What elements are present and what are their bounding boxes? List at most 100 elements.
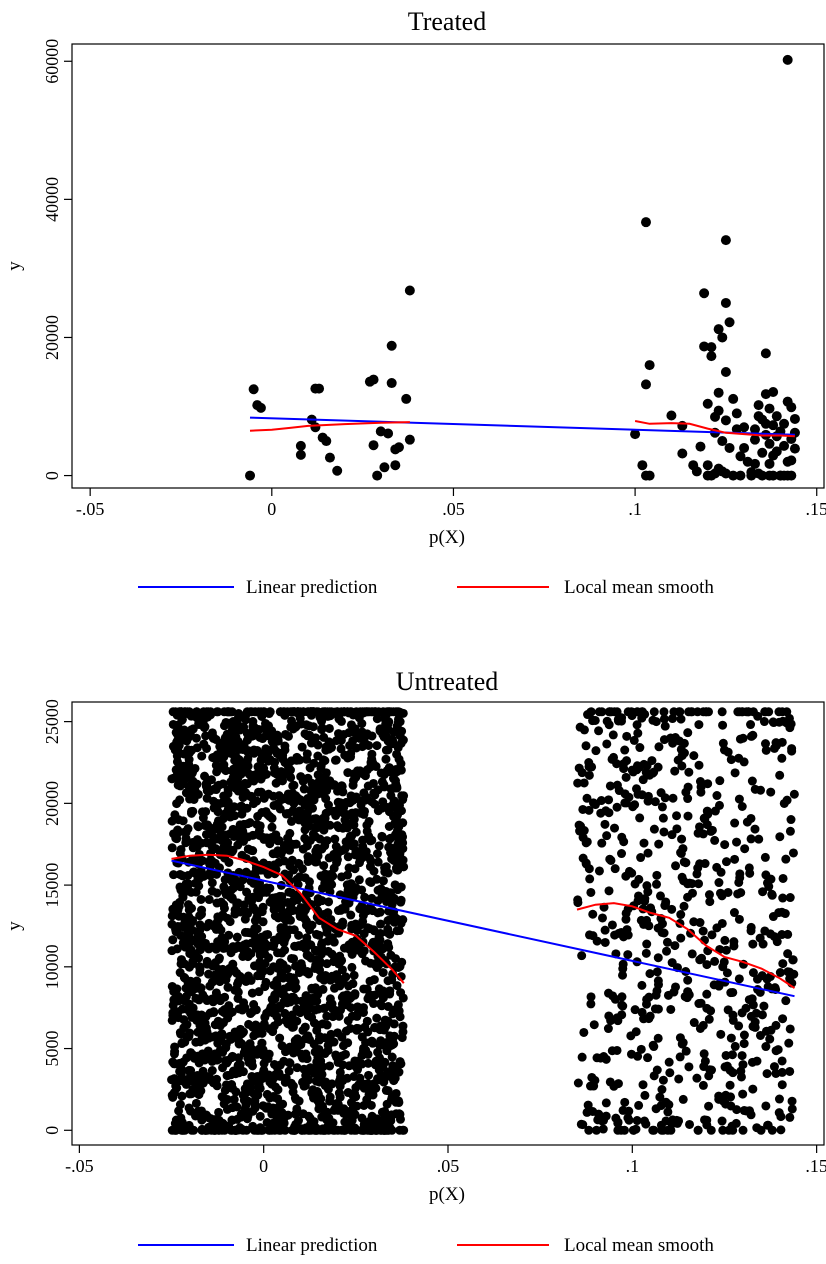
data-point bbox=[617, 992, 627, 1002]
y-tick-label: 5000 bbox=[42, 1031, 62, 1067]
data-point bbox=[285, 828, 295, 838]
data-point bbox=[305, 763, 315, 773]
data-point bbox=[391, 1088, 401, 1098]
data-point bbox=[604, 795, 614, 805]
legend: Linear prediction Local mean smooth bbox=[138, 1235, 714, 1256]
data-point bbox=[728, 987, 738, 997]
data-point bbox=[207, 841, 217, 851]
data-point bbox=[331, 842, 341, 852]
data-point bbox=[367, 990, 377, 1000]
data-point bbox=[337, 781, 347, 791]
data-point bbox=[366, 856, 376, 866]
data-point bbox=[678, 1094, 688, 1104]
data-point bbox=[322, 928, 332, 938]
data-point bbox=[578, 1120, 588, 1130]
data-point bbox=[401, 393, 412, 404]
data-point bbox=[383, 428, 394, 439]
data-point bbox=[619, 837, 629, 847]
data-point bbox=[329, 983, 339, 993]
y-tick-label: 0 bbox=[42, 1126, 62, 1135]
data-point bbox=[674, 1074, 684, 1084]
data-point bbox=[223, 982, 233, 992]
data-point bbox=[736, 1072, 746, 1082]
data-point bbox=[204, 1113, 214, 1123]
data-point bbox=[638, 1080, 648, 1090]
legend: Linear prediction Local mean smooth bbox=[138, 577, 714, 598]
data-point bbox=[231, 763, 241, 773]
data-point bbox=[762, 878, 772, 888]
data-point bbox=[757, 1010, 767, 1020]
data-point bbox=[330, 834, 340, 844]
data-point bbox=[735, 873, 745, 883]
local-mean-smooth-line bbox=[576, 902, 796, 989]
data-point bbox=[316, 763, 326, 773]
data-point bbox=[357, 885, 367, 895]
data-point bbox=[171, 1115, 181, 1125]
data-point bbox=[254, 707, 264, 717]
x-tick-label: .1 bbox=[626, 1156, 640, 1176]
data-point bbox=[291, 961, 301, 971]
data-point bbox=[315, 1072, 325, 1082]
data-point bbox=[184, 759, 194, 769]
data-point bbox=[604, 886, 614, 896]
y-tick-label: 60000 bbox=[42, 39, 62, 84]
data-point bbox=[352, 1025, 362, 1035]
data-point bbox=[734, 1021, 744, 1031]
data-point bbox=[340, 1117, 350, 1127]
data-point bbox=[754, 834, 764, 844]
data-point bbox=[654, 742, 664, 752]
data-point bbox=[714, 878, 724, 888]
linear-prediction-line bbox=[249, 416, 795, 436]
data-point bbox=[371, 1083, 381, 1093]
data-point bbox=[724, 317, 735, 328]
data-point bbox=[285, 876, 295, 886]
data-point bbox=[610, 864, 620, 874]
data-point bbox=[601, 1098, 611, 1108]
data-point bbox=[378, 1062, 388, 1072]
data-point bbox=[369, 999, 379, 1009]
data-point bbox=[766, 1025, 776, 1035]
data-point bbox=[208, 732, 218, 742]
data-point bbox=[776, 1125, 786, 1135]
data-point bbox=[644, 470, 655, 481]
data-point bbox=[248, 903, 258, 913]
data-point bbox=[378, 968, 388, 978]
data-point bbox=[315, 712, 325, 722]
data-point bbox=[396, 918, 406, 928]
data-point bbox=[285, 765, 295, 775]
data-point bbox=[181, 833, 191, 843]
data-point bbox=[229, 780, 239, 790]
data-point bbox=[582, 837, 592, 847]
data-point bbox=[394, 926, 404, 936]
data-point bbox=[203, 707, 213, 717]
data-point bbox=[714, 1091, 724, 1101]
data-point bbox=[348, 736, 358, 746]
data-point bbox=[203, 1046, 213, 1056]
data-point bbox=[730, 1041, 740, 1051]
data-point bbox=[237, 850, 247, 860]
fit-lines bbox=[171, 853, 796, 998]
data-point bbox=[262, 1089, 272, 1099]
data-point bbox=[660, 721, 670, 731]
data-point bbox=[346, 791, 356, 801]
data-point bbox=[639, 838, 649, 848]
data-point bbox=[573, 898, 583, 908]
data-point bbox=[737, 801, 747, 811]
data-point bbox=[385, 833, 395, 843]
data-point bbox=[384, 822, 394, 832]
data-point bbox=[359, 929, 369, 939]
data-point bbox=[373, 896, 383, 906]
x-axis-ticks: -.05 0 .05 .1 .15 bbox=[76, 488, 826, 519]
data-point bbox=[665, 1068, 675, 1078]
data-point bbox=[720, 415, 731, 426]
data-point bbox=[739, 1039, 749, 1049]
data-point bbox=[675, 1052, 685, 1062]
data-point bbox=[232, 985, 242, 995]
data-point bbox=[684, 767, 694, 777]
data-point bbox=[366, 958, 376, 968]
x-axis-ticks: -.05 0 .05 .1 .15 bbox=[65, 1145, 826, 1176]
data-point bbox=[228, 883, 238, 893]
data-point bbox=[206, 775, 216, 785]
data-point bbox=[581, 741, 591, 751]
data-point bbox=[774, 1094, 784, 1104]
